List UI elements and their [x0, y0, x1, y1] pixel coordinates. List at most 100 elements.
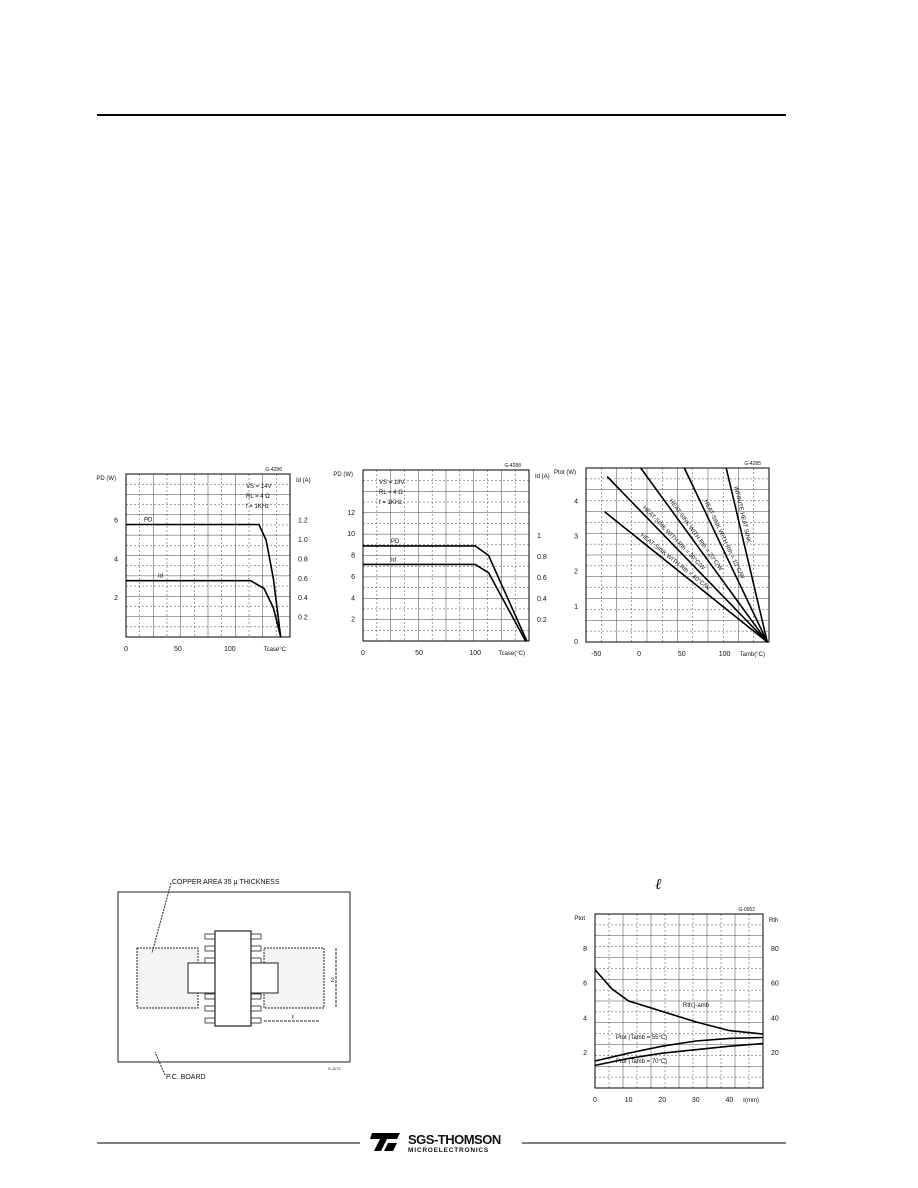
figure-code: G-0952 — [738, 907, 755, 913]
y2-tick-label: 1.0 — [298, 537, 308, 544]
x-tick-label: -50 — [591, 651, 601, 658]
series-line — [683, 467, 769, 643]
fig4-symbol: ℓ — [655, 877, 661, 893]
y2-tick-label: 0.4 — [537, 596, 547, 603]
y-tick-label: 12 — [347, 510, 355, 517]
series-line — [606, 476, 768, 643]
y-axis-label: Ptot (W) — [554, 470, 576, 476]
series-label: Id — [158, 574, 163, 580]
condition-label: f = 1KHz — [379, 500, 402, 506]
x-axis-label: Tcase(°C) — [499, 651, 525, 657]
series-label: Id — [391, 557, 396, 563]
y-tick-label: 4 — [574, 498, 578, 505]
y2-axis-label: Id (A) — [296, 478, 311, 484]
x-tick-label: 100 — [719, 651, 731, 658]
y2-tick-label: 1 — [537, 533, 541, 540]
data-point — [762, 1033, 764, 1035]
series-label: Ptot (Tamb = 55°C) — [616, 1035, 667, 1041]
x-axis-label: Tamb(°C) — [740, 652, 765, 658]
series-line — [363, 563, 527, 642]
condition-label: VS = 18V — [379, 480, 405, 486]
series-line — [640, 467, 768, 643]
data-point — [695, 1040, 697, 1042]
x-tick-label: 50 — [174, 646, 182, 653]
x-axis-label: Tcase°C — [264, 647, 287, 653]
board-leader — [154, 1051, 166, 1076]
data-point — [683, 467, 685, 469]
data-point — [628, 1000, 630, 1002]
x-tick-label: 50 — [415, 650, 423, 657]
data-point — [474, 545, 476, 547]
series-line — [126, 579, 282, 638]
tab-right — [247, 962, 279, 994]
data-point — [640, 467, 642, 469]
y2-tick-label: 80 — [771, 946, 779, 953]
series-line — [604, 511, 768, 643]
data-point — [728, 1045, 731, 1047]
brand-name: SGS-THOMSON — [408, 1132, 501, 1147]
x-tick-label: 0 — [361, 650, 365, 657]
data-point — [628, 1052, 630, 1054]
y-tick-label: 2 — [351, 617, 355, 624]
y-tick-label: 8 — [583, 946, 587, 953]
x-tick-label: 100 — [224, 646, 236, 653]
data-point — [594, 969, 596, 971]
data-point — [272, 607, 274, 609]
figure-code: S-1172 — [328, 1066, 341, 1071]
condition-label: RL = 4 Ω — [379, 490, 403, 496]
y2-tick-label: 0.6 — [298, 576, 308, 583]
y2-tick-label: 60 — [771, 981, 779, 988]
plot-frame — [585, 467, 770, 643]
x-tick-label: 20 — [658, 1097, 666, 1104]
x-axis-label: ℓ(mm) — [743, 1097, 759, 1104]
series-label: PD — [144, 517, 153, 523]
st-logo-icon — [370, 1133, 400, 1151]
data-point — [628, 1057, 630, 1060]
series-line — [594, 1036, 764, 1062]
y-tick-label: 6 — [583, 981, 587, 988]
data-point — [661, 1010, 663, 1013]
series-label: Rth j-amb — [683, 1003, 710, 1009]
data-point — [265, 539, 267, 541]
data-point — [728, 1037, 731, 1040]
data-point — [695, 1021, 697, 1023]
y2-tick-label: 1.2 — [298, 518, 308, 525]
pcb-copper-area-figure — [117, 882, 351, 1076]
y-tick-label: 2 — [114, 595, 118, 602]
series-line — [725, 467, 769, 643]
y2-tick-label: 0.2 — [298, 615, 308, 622]
data-point — [762, 1043, 764, 1045]
x-tick-label: 0 — [593, 1097, 597, 1104]
copper-pad-left — [136, 947, 199, 1009]
board-label: P.C. BOARD — [166, 1074, 206, 1081]
y2-tick-label: 0.6 — [537, 575, 547, 582]
y2-tick-label: 0.8 — [537, 554, 547, 561]
condition-label: f = 1KHz — [246, 504, 269, 510]
chart-2: 0 50 100 2 4 6 8 10 12 0.2 0.4 0.6 0.8 1 PD (W) Id (A) T… — [333, 463, 549, 657]
y-tick-label: 4 — [351, 595, 355, 602]
y-tick-label: 1 — [574, 604, 578, 611]
y2-tick-label: 0.2 — [537, 617, 547, 624]
data-point — [594, 1060, 596, 1062]
data-point — [661, 1052, 663, 1054]
x-tick-label: 0 — [637, 651, 641, 658]
y-tick-label: 6 — [114, 518, 118, 525]
x-tick-label: 0 — [124, 646, 128, 653]
series-label: PD — [391, 539, 400, 545]
y-tick-label: 4 — [583, 1015, 587, 1022]
y-axis-label: PD (W) — [96, 476, 116, 482]
series-line — [594, 1042, 764, 1067]
data-point — [258, 523, 260, 526]
y-tick-label: 6 — [351, 574, 355, 581]
y2-tick-label: 0.4 — [298, 595, 308, 602]
series-label: Ptot (Tamb = 70°C) — [616, 1059, 667, 1065]
y2-tick-label: 20 — [771, 1050, 779, 1057]
data-point — [661, 1045, 663, 1047]
data-point — [125, 523, 127, 526]
data-point — [280, 636, 282, 638]
x-tick-label: 100 — [469, 650, 481, 657]
data-point — [766, 641, 768, 643]
data-point — [488, 554, 490, 557]
data-point — [362, 545, 364, 547]
